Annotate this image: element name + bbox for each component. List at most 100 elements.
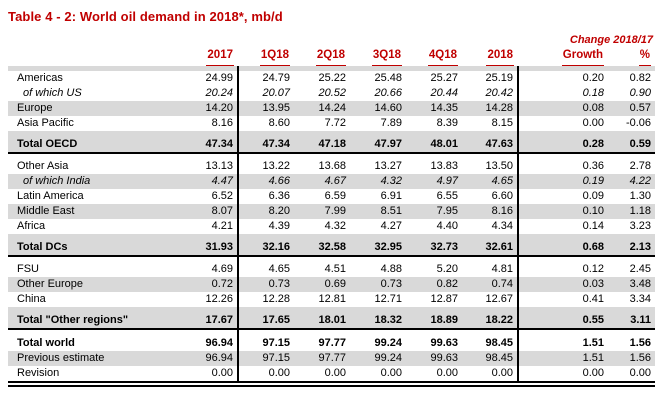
value-cell: 4.34 bbox=[462, 219, 520, 234]
row-label: of which India bbox=[8, 174, 168, 189]
value-cell: 4.69 bbox=[168, 262, 239, 277]
value-cell: 3.34 bbox=[629, 293, 652, 305]
col-header-2017-text: 2017 bbox=[206, 47, 234, 66]
separator-cell bbox=[406, 152, 462, 154]
separator-cell bbox=[462, 154, 520, 159]
value-cell: 32.73 bbox=[406, 239, 462, 255]
value-cell: 2.13 bbox=[608, 239, 656, 255]
table-row: Total OECD 47.34 47.34 47.18 47.97 48.01 47.63… bbox=[8, 136, 656, 152]
separator-cell bbox=[238, 234, 294, 239]
spacer-row bbox=[8, 66, 656, 71]
separator-cell bbox=[608, 66, 656, 71]
value-cell: 4.51 bbox=[324, 263, 346, 275]
row-label: China bbox=[17, 293, 46, 305]
row-label: Total DCs bbox=[8, 239, 168, 255]
separator-cell bbox=[518, 328, 609, 330]
value-cell: 18.32 bbox=[350, 312, 406, 328]
separator-cell bbox=[238, 66, 294, 71]
value-cell: 5.20 bbox=[436, 263, 458, 275]
value-cell: 14.24 bbox=[294, 101, 350, 116]
value-cell: 96.94 bbox=[168, 351, 239, 366]
value-cell: 97.77 bbox=[318, 337, 346, 349]
value-cell: 18.89 bbox=[406, 312, 462, 328]
value-cell: 0.00 bbox=[629, 367, 652, 379]
value-cell: 4.47 bbox=[168, 174, 239, 189]
value-cell: 4.32 bbox=[350, 174, 406, 189]
value-cell: 12.81 bbox=[318, 293, 346, 305]
value-cell: 2.45 bbox=[629, 263, 652, 275]
separator-cell bbox=[350, 328, 406, 330]
separator-cell bbox=[238, 328, 294, 330]
separator-cell bbox=[8, 234, 168, 239]
separator-cell bbox=[238, 307, 294, 312]
value-cell: 25.48 bbox=[374, 72, 402, 84]
value-cell: 1.30 bbox=[629, 190, 652, 202]
value-cell: 97.77 bbox=[294, 351, 350, 366]
table-row: Total DCs 31.93 32.16 32.58 32.95 32.73 32.61 0… bbox=[8, 239, 656, 255]
separator-cell bbox=[462, 330, 520, 335]
value-cell: 98.45 bbox=[462, 351, 520, 366]
separator-cell bbox=[238, 131, 294, 136]
value-cell: 0.00 bbox=[582, 117, 605, 129]
col-header-growth-text: Growth bbox=[561, 47, 605, 66]
spacer-row bbox=[8, 154, 655, 159]
separator-cell bbox=[406, 255, 462, 257]
value-cell: 47.34 bbox=[238, 136, 294, 152]
separator-cell bbox=[8, 66, 168, 71]
separator-cell bbox=[8, 328, 168, 330]
value-cell: 12.71 bbox=[374, 293, 402, 305]
value-cell: 3.48 bbox=[608, 277, 656, 292]
separator-cell bbox=[350, 381, 406, 387]
value-cell: 18.01 bbox=[294, 312, 350, 328]
value-cell: 32.58 bbox=[294, 239, 350, 255]
value-cell: 17.65 bbox=[238, 312, 294, 328]
separator-cell bbox=[406, 381, 462, 387]
separator-cell bbox=[608, 307, 656, 312]
separator-cell bbox=[406, 131, 462, 136]
row-label: Total world bbox=[17, 337, 75, 349]
separator-cell bbox=[350, 152, 406, 154]
value-cell: 3.11 bbox=[608, 312, 656, 328]
value-cell: 8.16 bbox=[462, 204, 520, 219]
separator-cell bbox=[294, 328, 350, 330]
value-cell: 4.66 bbox=[238, 174, 294, 189]
value-cell: 6.91 bbox=[380, 190, 402, 202]
value-cell: 0.00 bbox=[380, 367, 402, 379]
separator-cell bbox=[350, 255, 406, 257]
value-cell: 1.56 bbox=[608, 351, 656, 366]
value-cell: 4.65 bbox=[462, 174, 520, 189]
table-row: of which India 4.47 4.66 4.67 4.32 4.97 4.65 0.… bbox=[8, 174, 656, 189]
separator-cell bbox=[238, 152, 294, 154]
separator-cell bbox=[168, 234, 239, 239]
value-cell: 6.52 bbox=[168, 189, 239, 204]
table-row: China 12.26 12.28 12.81 12.71 12.87 12.67 0.41 3… bbox=[8, 292, 655, 307]
value-cell: 8.20 bbox=[238, 204, 294, 219]
change-header-label: Change 2018/17 bbox=[569, 34, 654, 46]
value-cell: 47.97 bbox=[350, 136, 406, 152]
row-label: of which US bbox=[23, 87, 82, 99]
col-header-2018: 2018 bbox=[462, 47, 518, 66]
separator-cell bbox=[294, 131, 350, 136]
separator-cell bbox=[294, 152, 350, 154]
separator-cell bbox=[518, 152, 609, 154]
separator-cell bbox=[8, 131, 168, 136]
row-label: Total "Other regions" bbox=[8, 312, 168, 328]
value-cell: 0.00 bbox=[324, 367, 346, 379]
separator-cell bbox=[168, 152, 238, 154]
value-cell: 0.74 bbox=[462, 277, 520, 292]
separator-cell bbox=[518, 131, 609, 136]
value-cell: 48.01 bbox=[406, 136, 462, 152]
col-header-2q18-text: 2Q18 bbox=[315, 47, 346, 66]
table-row: Asia Pacific 8.16 8.60 7.72 7.89 8.39 8.15 0.00… bbox=[8, 116, 655, 131]
separator-cell bbox=[350, 234, 406, 239]
value-cell: 4.27 bbox=[380, 220, 402, 232]
separator-cell bbox=[168, 154, 239, 159]
value-cell: 18.22 bbox=[462, 312, 520, 328]
value-cell: 25.19 bbox=[462, 71, 520, 86]
value-cell: 0.00 bbox=[582, 367, 605, 379]
separator-cell bbox=[462, 257, 520, 262]
value-cell: 6.36 bbox=[268, 190, 290, 202]
value-cell: 20.66 bbox=[374, 87, 402, 99]
spacer-row bbox=[8, 234, 656, 239]
value-cell: 13.27 bbox=[374, 160, 402, 172]
